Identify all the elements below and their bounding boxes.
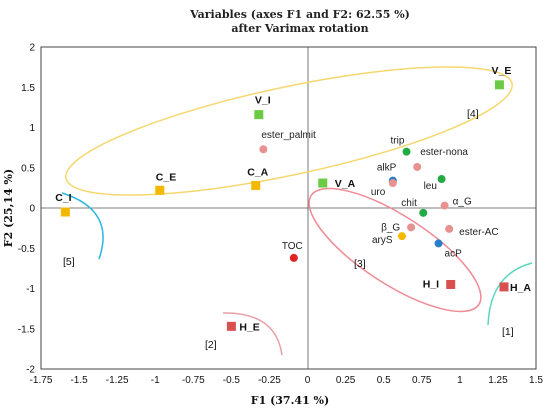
label--g: β_G: [381, 222, 400, 233]
teal-group-arc: [487, 262, 533, 326]
y-tick-label: 0: [29, 204, 35, 215]
group-label-4: [4]: [467, 108, 479, 120]
point-ester-palmit: [259, 145, 268, 154]
point-uro: [388, 179, 397, 188]
group-label-2: [2]: [205, 339, 217, 351]
label-uro: uro: [371, 187, 386, 198]
yellow-group-ellipse: [65, 66, 513, 196]
point-chit: [419, 208, 428, 217]
x-tick-label: 0.5: [377, 375, 391, 386]
point-v-a: [318, 178, 328, 188]
label-c-a: C_A: [247, 166, 268, 178]
group-label-5: [5]: [63, 256, 75, 268]
label-h-i: H_I: [423, 278, 439, 290]
point--g: [407, 223, 416, 232]
y-tick-label: -2: [26, 365, 35, 376]
label-ester-nona: ester-nona: [420, 147, 468, 158]
x-tick-label: 0.25: [336, 375, 356, 386]
point-acp: [434, 239, 443, 248]
label-h-e: H_E: [239, 321, 259, 333]
point-c-a: [251, 180, 261, 190]
point-arys: [397, 232, 406, 241]
point-h-a: [499, 282, 509, 292]
y-tick-label: -0.5: [18, 244, 36, 255]
x-tick-label: -1.5: [70, 375, 88, 386]
y-tick-label: 1.5: [21, 83, 35, 94]
point-v-i: [254, 110, 264, 120]
x-tick-label: -1: [151, 375, 160, 386]
y-tick-label: -1.5: [18, 324, 36, 335]
x-tick-label: -0.25: [258, 375, 281, 386]
label-v-e: V_E: [492, 65, 512, 77]
x-tick-label: 0.75: [412, 375, 432, 386]
x-tick-label: -0.75: [182, 375, 205, 386]
label-leu: leu: [424, 181, 437, 192]
label-trip: trip: [391, 136, 405, 147]
x-tick-label: -1.25: [106, 375, 129, 386]
data-points: [60, 80, 509, 331]
label-ester-palmit: ester_palmit: [261, 130, 316, 141]
label-toc: TOC: [282, 241, 303, 252]
label-h-a: H_A: [510, 282, 531, 294]
point-leu: [437, 175, 446, 184]
y-tick-label: 2: [29, 43, 35, 54]
label-chit: chit: [401, 198, 417, 209]
group-label-3: [3]: [354, 258, 366, 270]
label-c-i: C_I: [55, 192, 71, 204]
point-c-i: [60, 207, 70, 217]
cyan-group-arc: [61, 192, 104, 260]
point-c-e: [155, 185, 165, 195]
point--g: [440, 201, 449, 210]
y-axis-label: F2 (25,14 %): [2, 169, 15, 247]
label--g: α_G: [453, 197, 472, 208]
x-tick-label: -0.5: [223, 375, 241, 386]
label-alkp: alkP: [377, 163, 397, 174]
label-v-i: V_I: [255, 95, 271, 107]
y-tick-label: 0.5: [21, 163, 35, 174]
rose-group-arc: [222, 312, 283, 356]
y-tick-labels: 2 1.5 1 0.5 0 -0.5 -1 -1.5 -2: [18, 43, 36, 376]
point-h-i: [446, 279, 456, 289]
chart-title: Variables (axes F1 and F2: 62.55 %): [189, 8, 410, 21]
pink-group-ellipse: [308, 187, 482, 313]
point-ester-ac: [445, 224, 454, 233]
label-v-a: V_A: [335, 178, 356, 190]
label-ester-ac: ester-AC: [459, 227, 498, 238]
point-trip: [402, 147, 411, 156]
point-ester-nona: [413, 162, 422, 171]
point-h-e: [226, 321, 236, 331]
x-tick-label: 0: [305, 375, 311, 386]
label-acp: acP: [445, 248, 463, 259]
label-c-e: C_E: [156, 171, 176, 183]
point-v-e: [494, 80, 504, 90]
x-tick-label: 1: [457, 375, 463, 386]
x-tick-label: -1.75: [30, 375, 53, 386]
y-tick-label: 1: [29, 123, 35, 134]
chart-subtitle: after Varimax rotation: [231, 22, 368, 35]
y-tick-label: -1: [26, 284, 35, 295]
x-axis-label: F1 (37.41 %): [251, 394, 329, 407]
label-arys: aryS: [372, 235, 393, 246]
x-tick-label: 1.25: [488, 375, 508, 386]
x-tick-label: 1.5: [529, 375, 543, 386]
point-toc: [289, 253, 298, 262]
group-label-1: [1]: [502, 326, 514, 338]
x-tick-labels: -1.75 -1.5 -1.25 -1 -0.75 -0.5 -0.25 0 0.25 0.5 0.…: [30, 375, 544, 386]
